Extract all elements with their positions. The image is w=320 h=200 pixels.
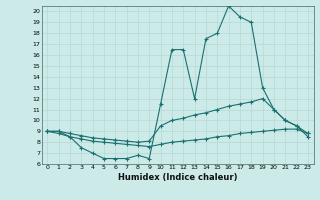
X-axis label: Humidex (Indice chaleur): Humidex (Indice chaleur) (118, 173, 237, 182)
